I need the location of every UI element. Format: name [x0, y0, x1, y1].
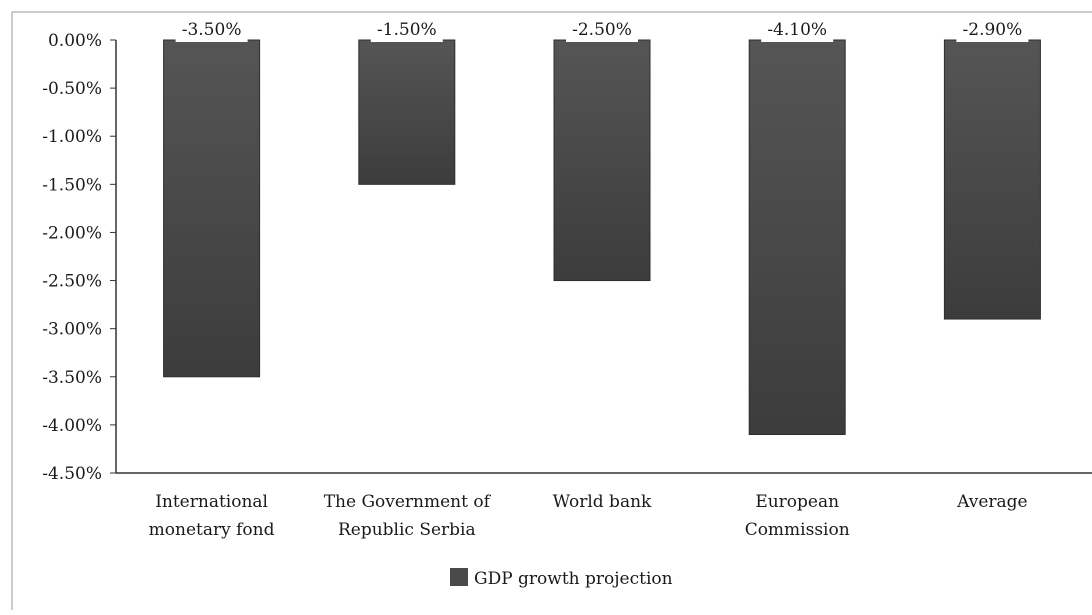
y-tick-label: -4.00%: [42, 416, 102, 436]
category-label: Commission: [745, 520, 850, 540]
bar: [748, 39, 846, 436]
legend: GDP growth projection: [450, 568, 673, 589]
y-tick-label: 0.00%: [48, 31, 102, 51]
y-tick-label: -4.50%: [42, 464, 102, 484]
data-label: -2.90%: [963, 20, 1023, 40]
legend-swatch: [450, 568, 468, 586]
category-label: Republic Serbia: [338, 520, 476, 540]
y-tick-label: -2.50%: [42, 272, 102, 292]
y-tick-label: -1.00%: [42, 127, 102, 147]
data-label-box: [566, 14, 638, 42]
category-label: European: [755, 492, 839, 512]
x-axis-labels: International monetary fond The Government…: [149, 492, 1028, 540]
bar: [163, 39, 261, 378]
category-label: Average: [956, 492, 1027, 512]
chart-frame: [11, 11, 1092, 610]
data-label-box: [370, 14, 443, 42]
category-label: World bank: [553, 492, 652, 512]
bar: [358, 39, 456, 185]
data-label-box: [761, 14, 834, 42]
y-axis: 0.00% -0.50% -1.00% -1.50% -2.00% -2.50% -3.00…: [42, 31, 1092, 484]
bars: [163, 39, 1041, 436]
bar: [553, 39, 651, 282]
category-label: The Government of: [324, 492, 492, 512]
y-tick-label: -1.50%: [42, 175, 102, 195]
y-tick-label: -3.50%: [42, 368, 102, 388]
data-label-box: [956, 14, 1029, 42]
y-tick-label: -0.50%: [42, 79, 102, 99]
data-label-box: [175, 14, 248, 42]
data-label: -3.50%: [182, 20, 242, 40]
data-label: -1.50%: [377, 20, 437, 40]
y-tick-label: -3.00%: [42, 320, 102, 340]
data-label: -4.10%: [767, 20, 827, 40]
bar: [943, 39, 1041, 320]
category-label: International: [155, 492, 268, 512]
category-label: monetary fond: [149, 520, 275, 540]
y-tick-label: -2.00%: [42, 223, 102, 243]
legend-label: GDP growth projection: [474, 569, 673, 589]
data-label: -2.50%: [572, 20, 632, 40]
data-labels: -3.50% -1.50% -2.50% -4.10% -2.90%: [175, 14, 1029, 42]
